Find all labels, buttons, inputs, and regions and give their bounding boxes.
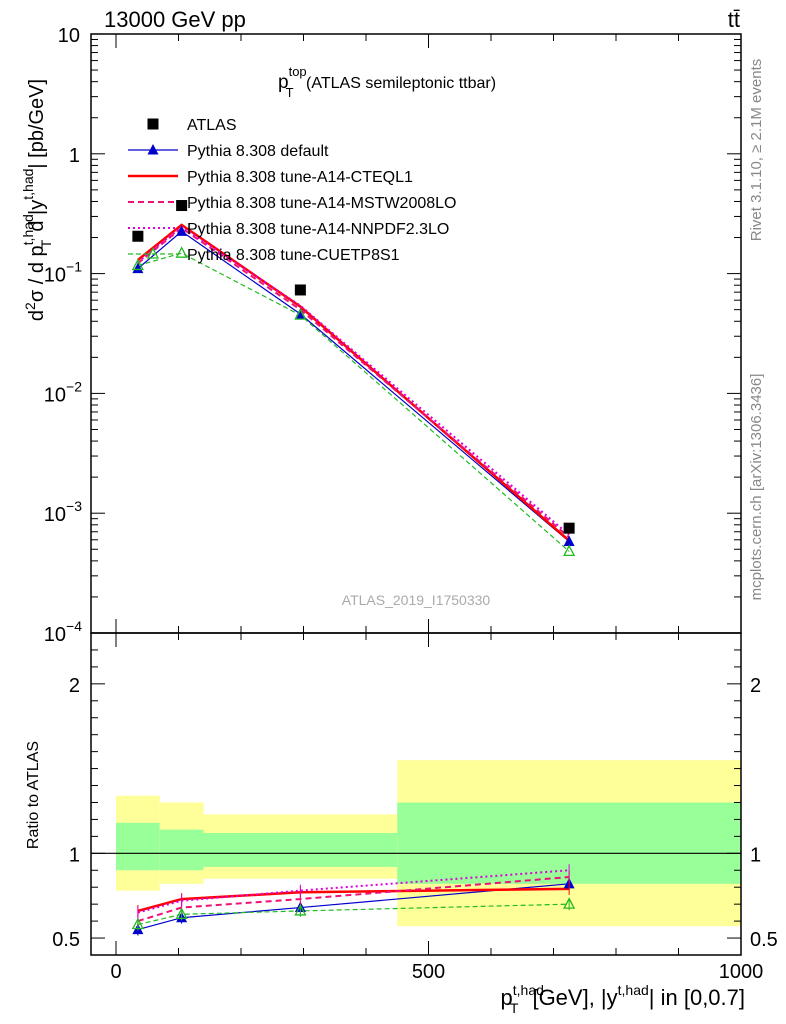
x-tick-label: 0 [110,961,121,983]
ratio-data-point [294,904,307,916]
y-tick-label: 10−2 [44,378,82,406]
legend: ATLAS Pythia 8.308 default Pythia 8.308 tu… [128,117,456,264]
ratio-series-markers [131,864,576,936]
legend-item: Pythia 8.308 tune-A14-NNPDF2.3LO [128,221,449,238]
analysis-watermark: ATLAS_2019_I1750330 [342,592,491,608]
green-band [159,829,204,871]
ratio-uncertainty-bands [116,760,741,927]
main-y-tick-labels: 10 1 10−1 10−2 10−3 10−4 [44,25,82,646]
data-point [563,544,576,557]
ratio-data-point [175,907,188,919]
plot-title-sub: T [286,85,294,100]
ratio-plot-panel: 0.5 0.5 1 1 2 2 0 500 1000 Ratio to ATLAS pt,ha… [25,632,778,1016]
legend-label: Pythia 8.308 tune-A14-CTEQL1 [187,169,413,186]
legend-marker [147,144,159,155]
plot-title-sup: top [289,64,307,79]
y-tick-label: 10 [58,25,80,47]
ratio-series-line [137,887,570,913]
green-band [203,832,398,867]
ratio-y-tick-label-right: 1 [750,844,761,866]
ratio-data-point [131,917,144,930]
series-line [137,225,570,536]
legend-marker [146,247,160,259]
x-tick-label: 1000 [719,961,764,983]
main-series-markers [131,200,576,557]
plot-title-main: p [278,72,289,93]
data-point [131,258,144,271]
ratio-y-tick-label: 1 [69,844,80,866]
data-point [176,200,188,212]
ratio-y-tick-label-right: 0.5 [750,929,778,951]
legend-item: Pythia 8.308 tune-CUETP8S1 [128,247,400,264]
legend-label: Pythia 8.308 tune-A14-MSTW2008LO [187,195,456,212]
legend-item: ATLAS [147,117,237,134]
data-point [175,246,188,258]
data-point [294,308,307,320]
ratio-y-tick-label: 0.5 [52,929,80,951]
ratio-y-tick-labels: 0.5 0.5 1 1 2 2 [52,675,778,951]
data-point [563,522,575,534]
ratio-series-line [137,903,570,926]
ratio-y-tick-label: 2 [69,675,80,697]
header-left: 13000 GeV pp [104,7,246,32]
main-plot-panel: 10 1 10−1 10−2 10−3 10−4 ptop T (ATLAS semilep… [20,25,742,646]
ratio-y-tick-label-right: 2 [750,675,761,697]
data-point [132,230,144,242]
series-line [137,252,570,552]
ratio-series-lines [137,869,570,931]
plot-title-rest: (ATLAS semileptonic ttbar) [302,75,496,92]
legend-marker [147,118,159,130]
data-point [563,535,575,547]
y-tick-label: 10−1 [44,259,82,287]
y-tick-label: 10−4 [44,618,82,646]
y-tick-label: 1 [69,145,80,167]
x-tick-label: 500 [412,961,445,983]
legend-label: Pythia 8.308 default [187,143,329,160]
ratio-series-line [137,876,570,923]
ratio-y-axis-label: Ratio to ATLAS [25,741,42,849]
legend-label: Pythia 8.308 tune-CUETP8S1 [187,247,400,264]
data-point [176,225,188,236]
data-point [294,284,306,296]
legend-item: Pythia 8.308 tune-A14-MSTW2008LO [128,195,456,212]
plot-title: ptop T (ATLAS semileptonic ttbar) [278,64,496,100]
ratio-data-point [563,897,576,909]
x-axis-label: pt,had T [GeV], |yt,had| in [0,0.7] [501,982,746,1016]
legend-label: ATLAS [187,117,237,134]
ratio-plot-frame [90,632,742,956]
y-tick-label: 10−3 [44,498,82,526]
mcplots-label: mcplots.cern.ch [arXiv:1306.3436] [748,374,765,601]
legend-item: Pythia 8.308 default [128,143,329,160]
legend-item: Pythia 8.308 tune-A14-CTEQL1 [128,169,413,186]
legend-label: Pythia 8.308 tune-A14-NNPDF2.3LO [187,221,449,238]
rivet-label: Rivet 3.1.10, ≥ 2.1M events [748,59,765,242]
data-point [132,262,144,274]
ratio-x-tick-labels: 0 500 1000 [110,961,763,983]
series-line [137,223,570,542]
series-line [137,230,570,542]
main-series-lines [137,223,570,552]
green-band [116,822,160,871]
header-right: tt̄ [728,7,740,32]
series-line [137,226,570,539]
